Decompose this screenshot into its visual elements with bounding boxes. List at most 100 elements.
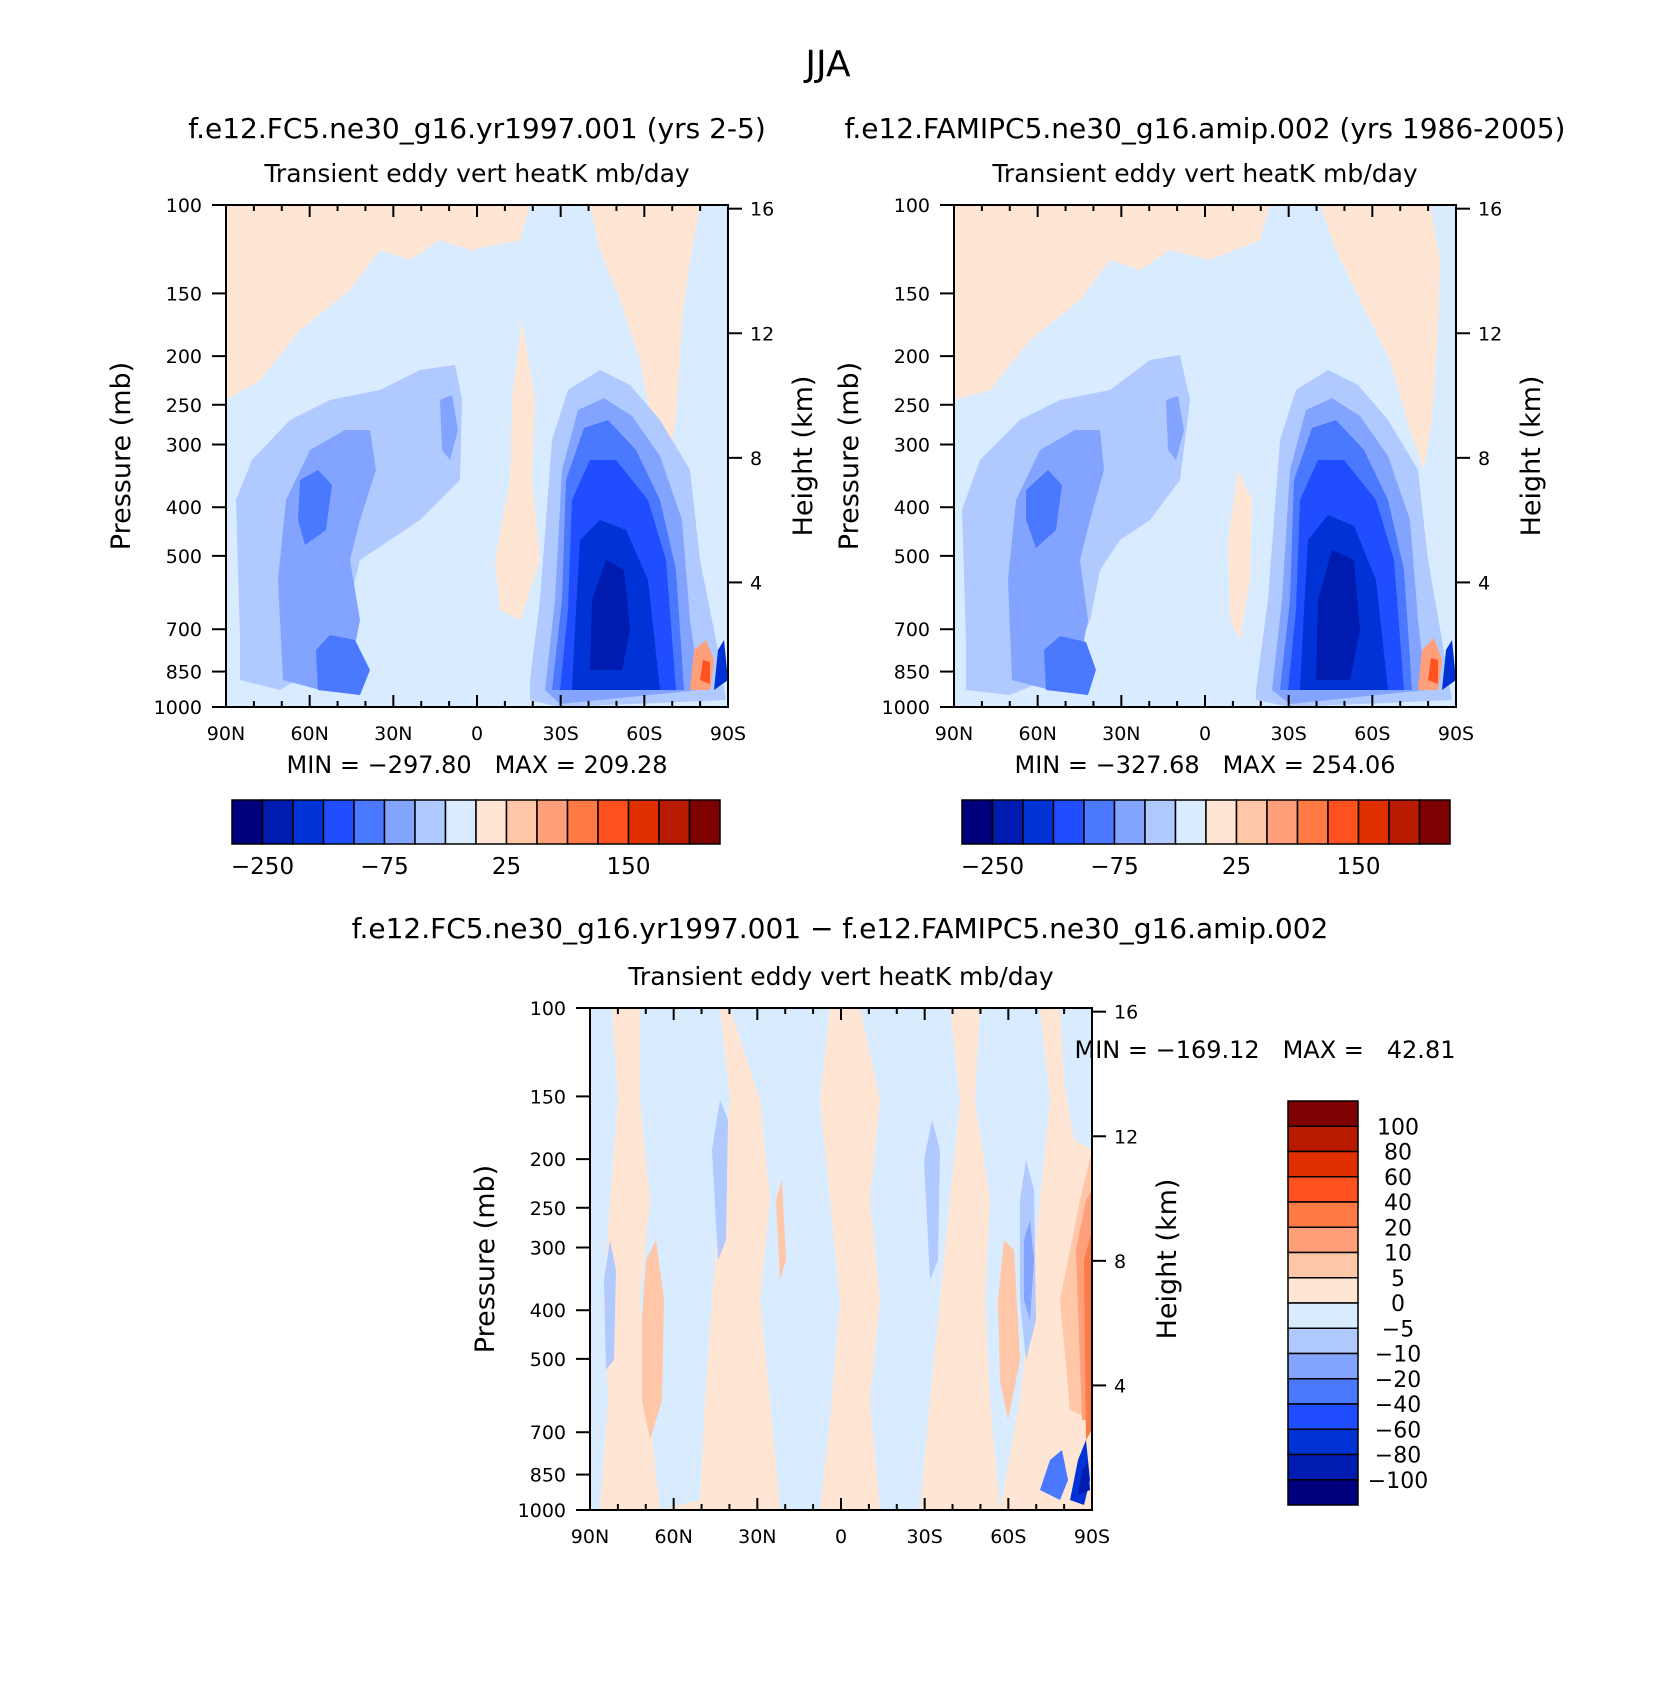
panel-1-ylabel: Pressure (mb): [106, 362, 137, 550]
pressure-tick-label: 700: [166, 619, 202, 641]
pressure-tick-label: 100: [530, 998, 566, 1020]
colorbar-swatch: [658, 799, 691, 845]
colorbar-swatch: [688, 799, 721, 845]
panel-1-tropical-positive: [495, 320, 540, 620]
colorbar-label: 5: [1391, 1267, 1405, 1292]
pressure-tick-label: 1000: [882, 697, 930, 719]
panel-1-stats: MIN = −297.80 MAX = 209.28: [287, 751, 668, 779]
panel-2-x-ticks: 90N 60N 30N 0 30S 60S 90S: [935, 205, 1474, 745]
panel-2-tropical-positive: [1228, 470, 1252, 640]
colorbar-label: −100: [1368, 1469, 1428, 1494]
panel-2-polar-pos-2: [1428, 658, 1438, 684]
panel-1-colorbar: −250 −75 25 150: [231, 799, 721, 880]
x-tick-label: 90N: [935, 723, 973, 745]
colorbar-swatch: [1287, 1201, 1359, 1228]
panel-3-p-ticks: 100 150 200 250 300 400 500 700 850 1000: [518, 998, 590, 1522]
panel-1-title: f.e12.FC5.ne30_g16.yr1997.001 (yrs 2-5): [188, 112, 766, 145]
panel-3-neg-band-5: [590, 1008, 618, 1510]
x-tick-label: 60N: [654, 1526, 692, 1548]
colorbar-swatch: [1287, 1150, 1359, 1178]
colorbar-swatch: [1296, 799, 1329, 845]
panel-2-north-neg-5: [1166, 396, 1184, 460]
height-tick-label: 12: [750, 323, 774, 345]
colorbar-label: 10: [1384, 1242, 1412, 1267]
panel-1-y2label: Height (km): [788, 376, 819, 537]
panel-3-pos-1: [642, 1240, 664, 1440]
colorbar-swatch: [1235, 799, 1268, 845]
panel-3-title: f.e12.FC5.ne30_g16.yr1997.001 − f.e12.FA…: [352, 912, 1329, 945]
pressure-tick-label: 300: [166, 435, 202, 457]
panel-1-field: [226, 205, 728, 707]
panel-3-z-ticks: 4 8 12 16: [1092, 1002, 1138, 1397]
colorbar-swatch: [1287, 1176, 1359, 1203]
height-tick-label: 8: [1478, 448, 1490, 470]
x-tick-label: 0: [471, 723, 483, 745]
panel-2-south-neg-6: [1316, 550, 1360, 680]
colorbar-swatch: [1287, 1352, 1359, 1380]
x-tick-label: 90N: [207, 723, 245, 745]
panel-1-south-neg-6: [590, 560, 630, 670]
colorbar-label: 25: [1222, 854, 1251, 880]
panel-1-north-neg-4: [316, 635, 370, 695]
pressure-tick-label: 150: [530, 1086, 566, 1108]
colorbar-swatch: [566, 799, 599, 845]
panel-1-north-neg-5: [440, 395, 458, 460]
colorbar-label: −20: [1375, 1368, 1421, 1393]
colorbar-swatch: [505, 799, 538, 845]
pressure-tick-label: 250: [166, 395, 202, 417]
colorbar-swatch: [1022, 799, 1055, 845]
panel-2-field: [954, 205, 1456, 707]
colorbar-label: 150: [1337, 854, 1381, 880]
panel-2-strat-positive: [954, 205, 1270, 400]
pressure-tick-label: 850: [894, 662, 930, 684]
panel-2-strat-positive-south: [1320, 205, 1440, 470]
x-tick-label: 30N: [1102, 723, 1140, 745]
colorbar-label: 150: [607, 854, 651, 880]
colorbar-label: −40: [1375, 1393, 1421, 1418]
panel-3-y2label: Height (km): [1152, 1179, 1183, 1340]
colorbar-swatch: [1144, 799, 1177, 845]
height-tick-label: 4: [1114, 1375, 1126, 1397]
panel-3-neg-2: [924, 1120, 940, 1280]
panel-1-z-ticks: 4 8 12 16: [728, 199, 774, 594]
panel-2-stats: MIN = −327.68 MAX = 254.06: [1015, 751, 1396, 779]
colorbar-label: −5: [1382, 1317, 1414, 1342]
colorbar-swatch: [1287, 1479, 1359, 1506]
colorbar-swatch: [1287, 1453, 1359, 1481]
x-tick-label: 30S: [543, 723, 579, 745]
colorbar-label: −60: [1375, 1418, 1421, 1443]
pressure-tick-label: 250: [894, 395, 930, 417]
colorbar-swatch: [597, 799, 630, 845]
pressure-tick-label: 150: [166, 283, 202, 305]
pressure-tick-label: 100: [894, 195, 930, 217]
panel-1: f.e12.FC5.ne30_g16.yr1997.001 (yrs 2-5) …: [106, 112, 819, 880]
pressure-tick-label: 200: [530, 1149, 566, 1171]
colorbar-swatch: [231, 799, 264, 845]
x-tick-label: 30N: [738, 1526, 776, 1548]
height-tick-label: 4: [750, 572, 762, 594]
colorbar-label: 100: [1377, 1115, 1419, 1140]
colorbar-swatch: [991, 799, 1024, 845]
colorbar-swatch: [1052, 799, 1085, 845]
height-tick-label: 8: [750, 448, 762, 470]
colorbar-swatch: [1287, 1277, 1359, 1304]
panel-3-field: [590, 1008, 1092, 1510]
pressure-tick-label: 1000: [518, 1500, 566, 1522]
pressure-tick-label: 1000: [154, 697, 202, 719]
height-tick-label: 12: [1478, 323, 1502, 345]
pressure-tick-label: 400: [894, 497, 930, 519]
colorbar-label: 40: [1384, 1191, 1412, 1216]
height-tick-label: 8: [1114, 1251, 1126, 1273]
panel-1-strat-positive-south: [590, 205, 700, 470]
colorbar-swatch: [1083, 799, 1116, 845]
panel-2-p-ticks: 100 150 200 250 300 400 500 700 850 1000: [882, 195, 954, 719]
colorbar-label: 20: [1384, 1216, 1412, 1241]
pressure-tick-label: 500: [894, 546, 930, 568]
pressure-tick-label: 500: [166, 546, 202, 568]
colorbar-label: 80: [1384, 1141, 1412, 1166]
colorbar-swatch: [1287, 1327, 1359, 1355]
colorbar-swatch: [536, 799, 569, 845]
height-tick-label: 16: [1478, 199, 1502, 221]
panel-2-north-neg-4: [1044, 636, 1096, 695]
